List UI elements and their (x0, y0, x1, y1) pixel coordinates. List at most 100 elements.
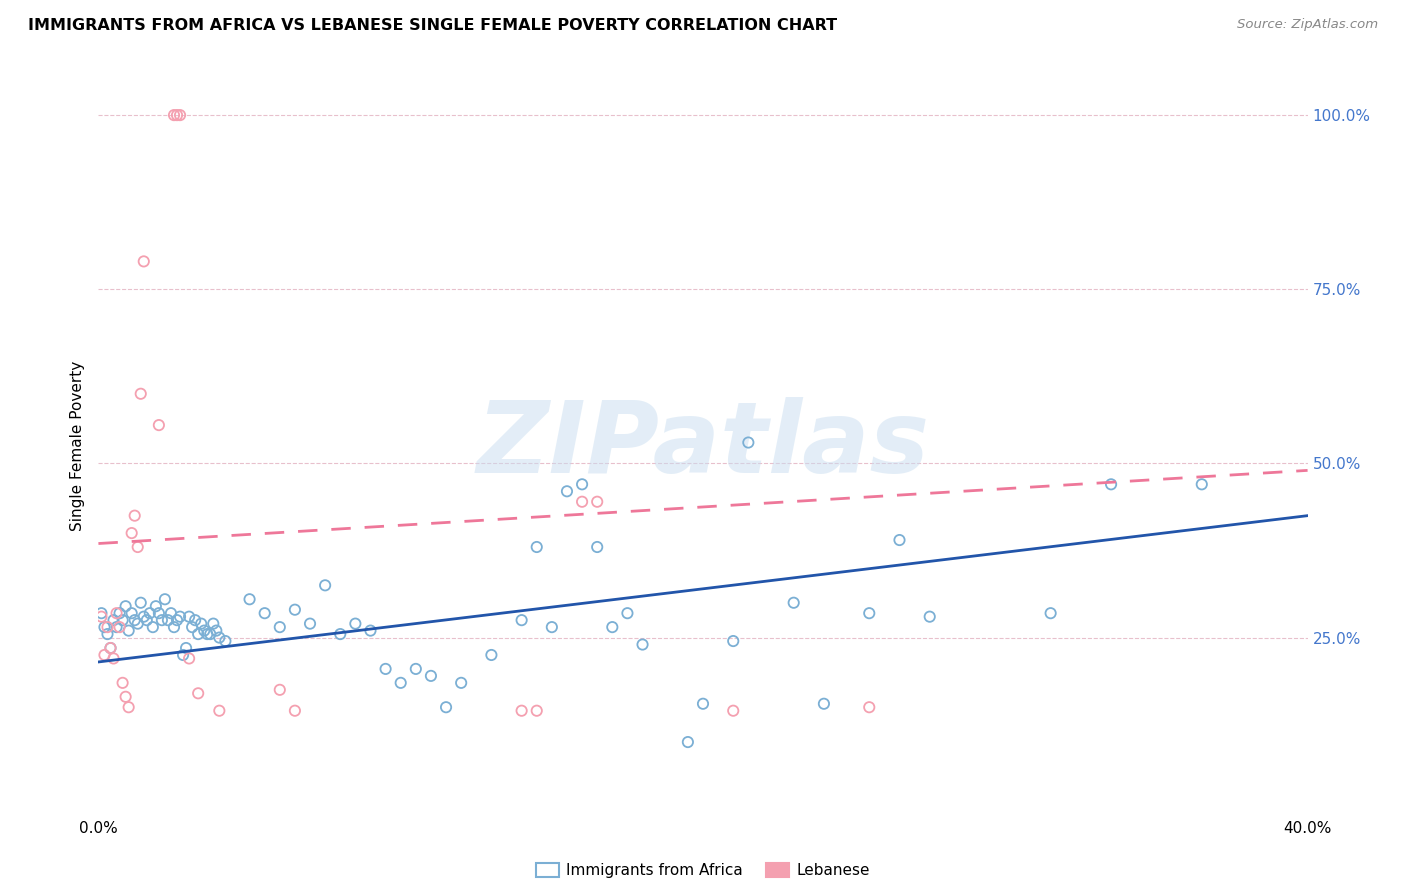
Point (114, 599, 136, 614)
Point (344, 616, 367, 631)
Point (284, 603, 307, 617)
Point (571, 494, 593, 508)
Point (103, 613, 125, 627)
Point (571, 477, 593, 491)
Point (269, 682, 291, 697)
Point (124, 613, 146, 627)
Point (93, 648, 115, 662)
Point (526, 540, 548, 554)
Point (190, 616, 212, 631)
Point (179, 651, 201, 665)
Point (121, 606, 143, 620)
Point (214, 634, 236, 648)
Point (723, 704, 745, 718)
Point (169, 609, 191, 624)
Point (145, 599, 167, 614)
Point (737, 435, 759, 450)
Point (150, 613, 173, 627)
Point (420, 669, 443, 683)
Point (105, 620, 128, 634)
Point (142, 620, 165, 634)
Point (111, 613, 134, 627)
Text: IMMIGRANTS FROM AFRICA VS LEBANESE SINGLE FEMALE POVERTY CORRELATION CHART: IMMIGRANTS FROM AFRICA VS LEBANESE SINGL… (28, 18, 837, 33)
Point (184, 613, 207, 627)
Point (540, 620, 562, 634)
Point (148, 418, 170, 433)
Point (129, 596, 152, 610)
Point (200, 627, 222, 641)
Point (208, 631, 231, 645)
Y-axis label: Single Female Poverty: Single Female Poverty (69, 361, 84, 531)
Point (360, 624, 382, 638)
Text: Source: ZipAtlas.com: Source: ZipAtlas.com (1237, 18, 1378, 31)
Point (374, 662, 396, 676)
Point (135, 613, 157, 627)
Point (405, 662, 427, 676)
Point (139, 606, 162, 620)
Point (202, 616, 225, 631)
Point (813, 697, 835, 711)
Point (108, 620, 131, 634)
Point (783, 596, 806, 610)
Point (510, 704, 533, 718)
Point (314, 578, 336, 592)
Point (114, 690, 136, 704)
Point (127, 540, 149, 554)
Point (269, 620, 291, 634)
Point (179, 609, 201, 624)
Point (858, 700, 880, 714)
Point (100, 640, 122, 655)
Point (195, 627, 218, 641)
Point (174, 640, 197, 655)
Point (187, 686, 209, 700)
Point (163, 620, 186, 634)
Point (118, 700, 141, 714)
Point (181, 620, 204, 634)
Point (253, 606, 276, 620)
Point (118, 624, 141, 638)
Point (555, 484, 578, 499)
Point (299, 616, 322, 631)
Point (166, 613, 188, 627)
Point (193, 624, 215, 638)
Point (163, 108, 186, 122)
Point (389, 676, 412, 690)
Point (100, 640, 122, 655)
Point (723, 634, 745, 648)
Point (148, 606, 170, 620)
Point (329, 627, 352, 641)
Point (602, 620, 624, 634)
Point (172, 648, 194, 662)
Point (124, 508, 146, 523)
Point (239, 592, 262, 607)
Point (90, 609, 112, 624)
Point (434, 700, 457, 714)
Point (918, 609, 941, 624)
Point (586, 540, 609, 554)
Point (121, 526, 143, 541)
Point (284, 704, 307, 718)
Point (96, 627, 118, 641)
Point (450, 676, 472, 690)
Point (889, 533, 911, 547)
Point (510, 613, 533, 627)
Point (90, 606, 112, 620)
Point (160, 606, 183, 620)
Point (127, 616, 149, 631)
Point (93, 620, 115, 634)
Point (169, 108, 191, 122)
Point (111, 676, 134, 690)
Point (586, 494, 609, 508)
Point (526, 704, 548, 718)
Point (96, 620, 118, 634)
Point (616, 606, 638, 620)
Point (166, 108, 188, 122)
Point (1099, 477, 1122, 491)
Point (129, 386, 152, 401)
Point (105, 606, 128, 620)
Point (692, 697, 714, 711)
Point (156, 613, 179, 627)
Point (1039, 606, 1062, 620)
Point (132, 254, 155, 268)
Point (631, 638, 654, 652)
